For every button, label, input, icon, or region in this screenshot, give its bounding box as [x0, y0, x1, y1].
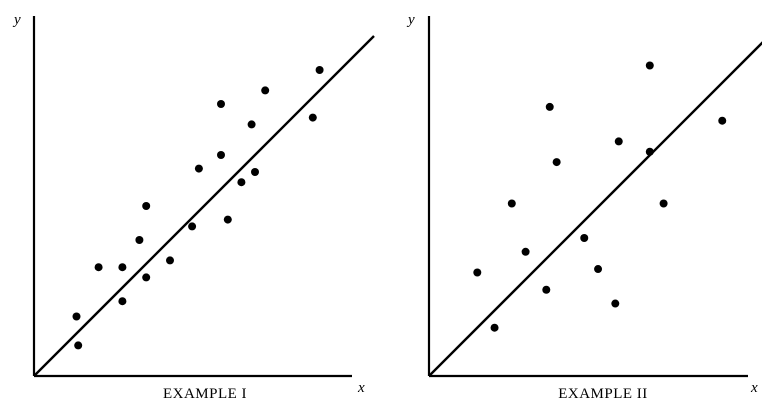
x-axis-label: x	[750, 380, 758, 396]
data-point	[611, 299, 620, 308]
data-point	[247, 120, 256, 129]
data-point	[72, 312, 81, 321]
data-point	[237, 178, 246, 187]
data-point	[580, 234, 589, 242]
data-point	[552, 158, 561, 167]
data-point	[217, 100, 225, 108]
data-point	[645, 61, 654, 70]
data-point	[118, 297, 127, 306]
data-point	[594, 265, 603, 274]
x-axis-label: x	[357, 380, 365, 396]
data-point	[217, 151, 225, 159]
data-point	[74, 341, 83, 350]
panel-title: EXAMPLE II	[558, 386, 648, 402]
panel-title: EXAMPLE I	[163, 386, 247, 402]
data-point	[645, 147, 654, 156]
data-point	[490, 323, 499, 332]
y-axis-label: y	[12, 12, 21, 28]
data-point	[94, 263, 103, 272]
data-point	[545, 102, 554, 111]
data-point	[542, 285, 551, 294]
data-point	[188, 222, 197, 231]
points-group	[473, 61, 727, 332]
data-point	[142, 273, 151, 282]
data-point	[315, 66, 324, 74]
regression-line	[33, 35, 375, 377]
panel-example-1: y EXAMPLE I x	[12, 12, 375, 402]
data-point	[718, 116, 727, 125]
data-point	[118, 263, 127, 272]
data-point	[194, 164, 203, 173]
panel-example-2: y EXAMPLE II x	[406, 12, 762, 402]
data-point	[308, 113, 317, 122]
regression-line	[428, 41, 762, 377]
data-point	[166, 256, 174, 265]
data-point	[142, 202, 151, 210]
data-point	[261, 86, 270, 95]
data-point	[507, 199, 516, 208]
data-point	[251, 168, 259, 176]
data-point	[659, 199, 668, 208]
data-point	[223, 215, 232, 224]
data-point	[614, 137, 623, 146]
y-axis-label: y	[406, 12, 415, 28]
points-group	[72, 66, 324, 350]
data-point	[135, 236, 144, 244]
data-point	[521, 247, 530, 256]
data-point	[473, 268, 482, 277]
